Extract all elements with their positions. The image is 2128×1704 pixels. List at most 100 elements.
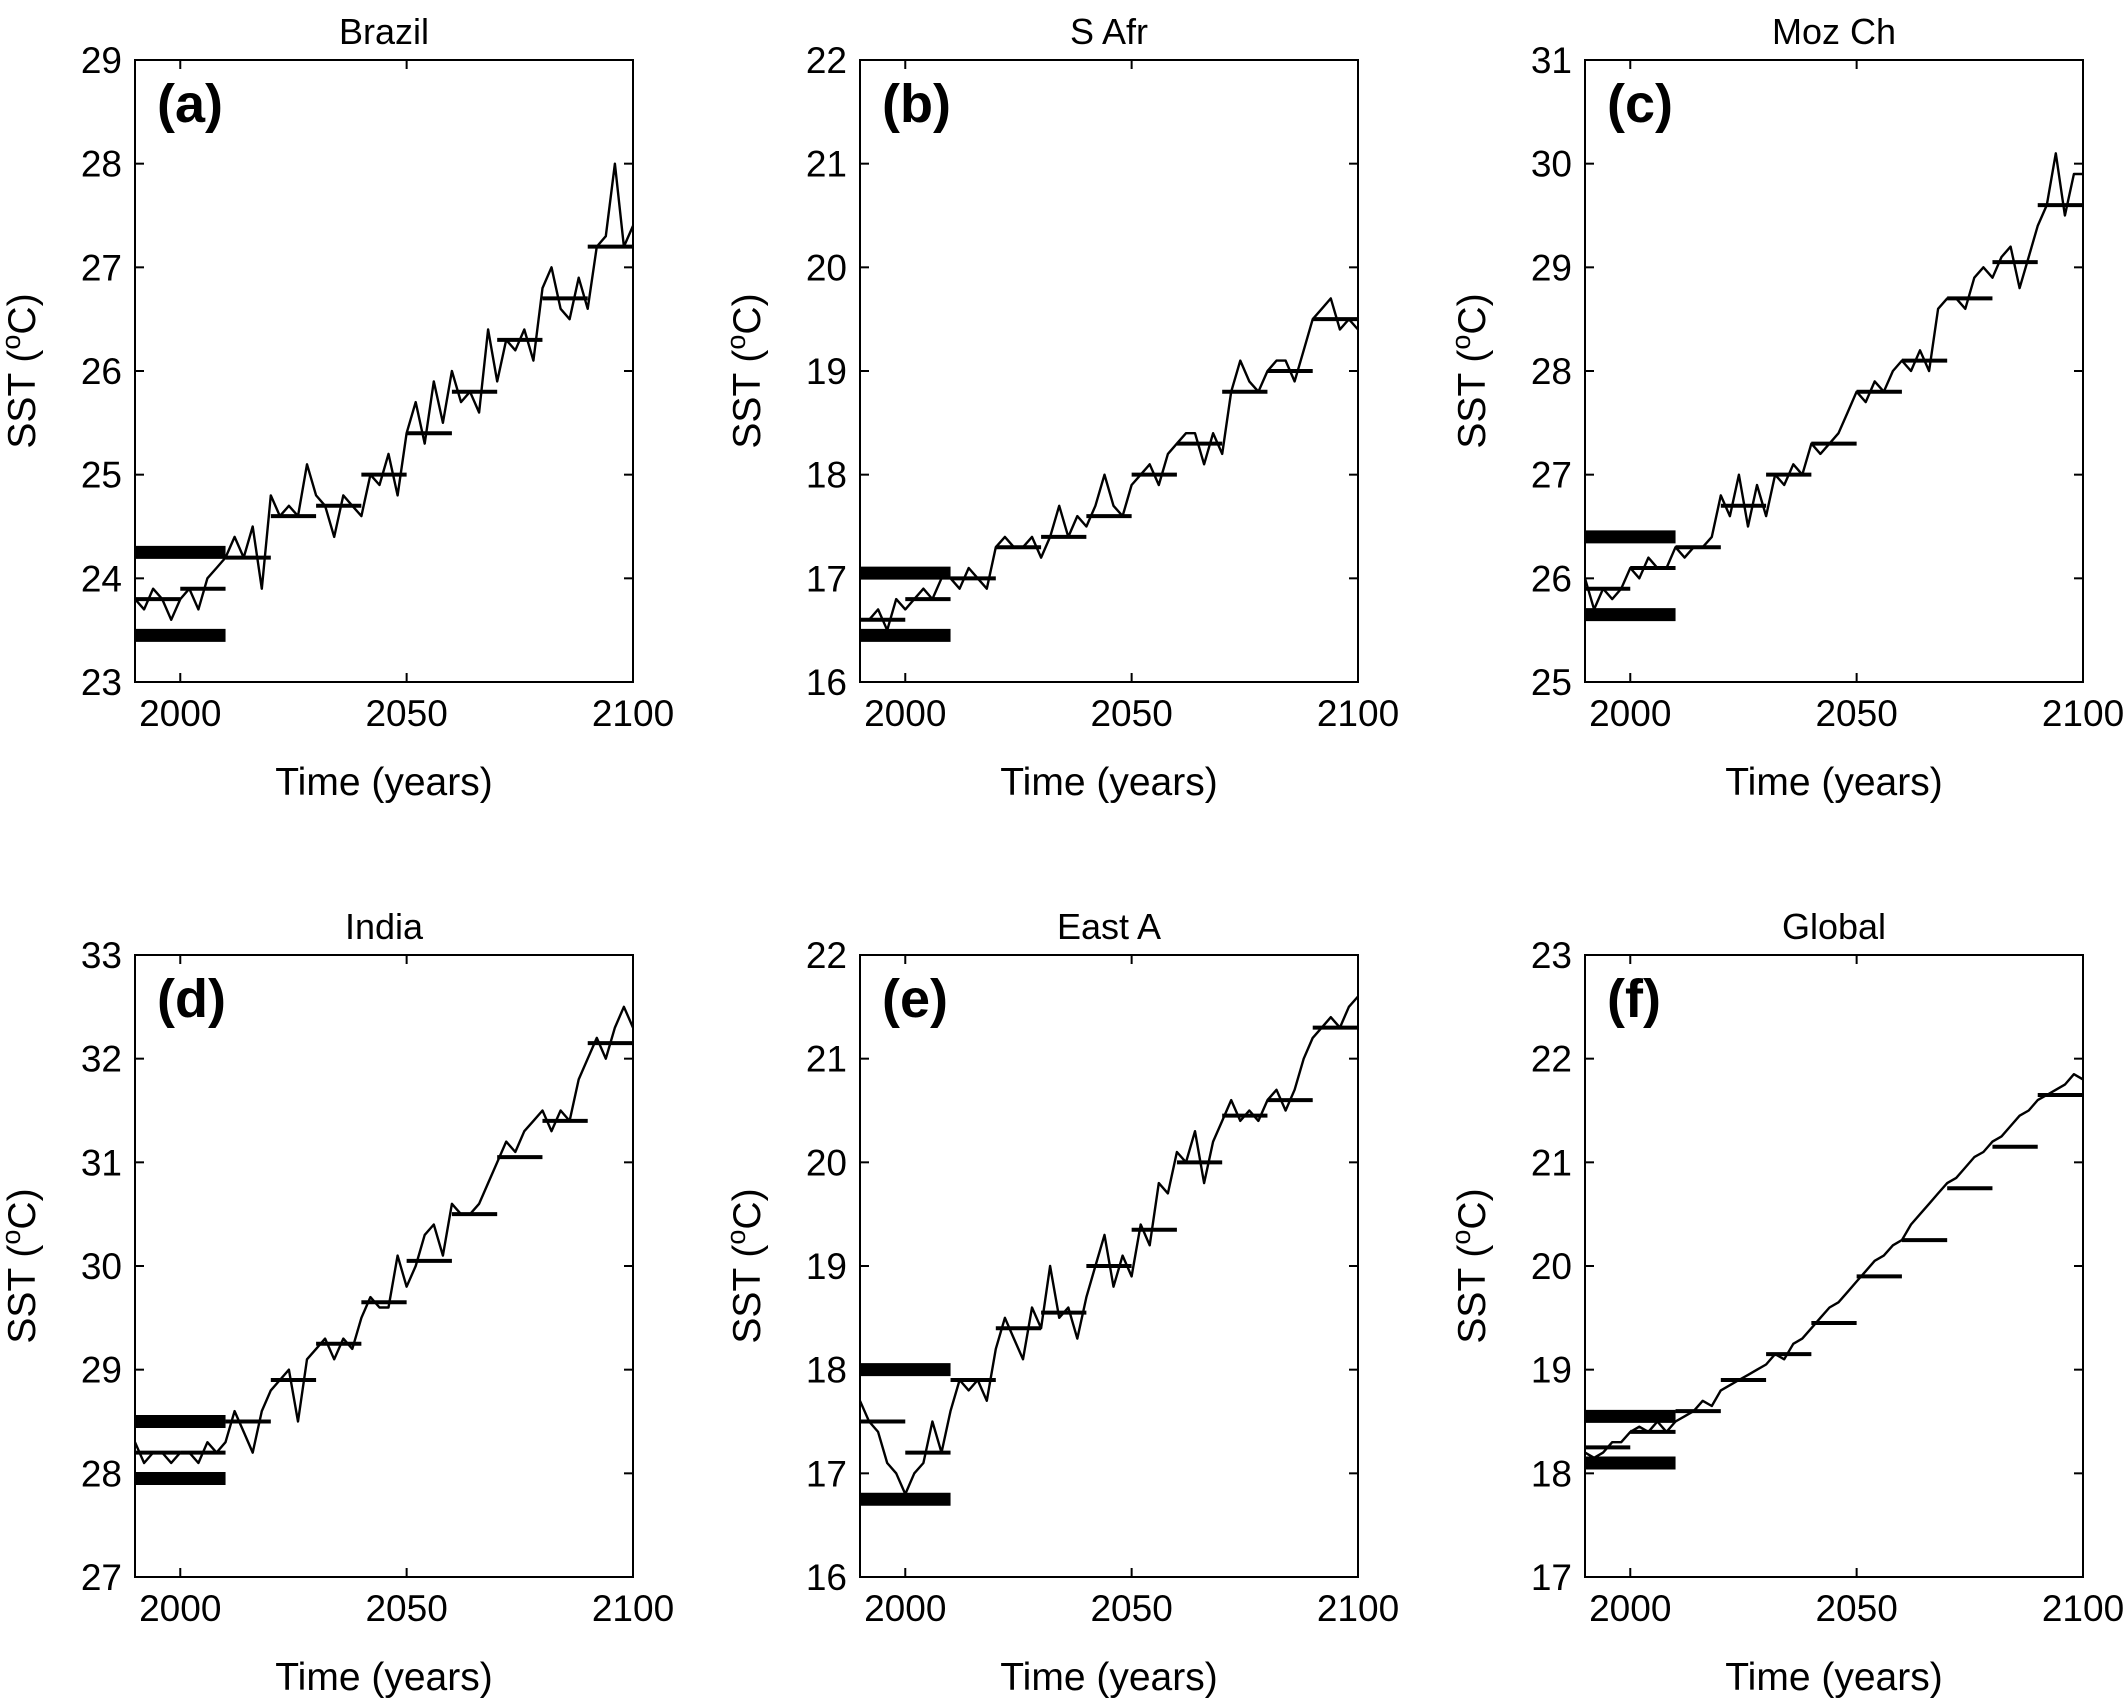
data-point: [1103, 473, 1106, 476]
data-point: [1185, 432, 1187, 435]
x-tick-label: 2100: [2042, 1588, 2124, 1629]
y-tick-label: 25: [1531, 662, 1572, 703]
plot-content: [1585, 152, 2083, 622]
data-point: [904, 608, 907, 611]
x-tick-label: 2100: [592, 693, 674, 734]
data-point: [278, 515, 281, 518]
y-tick-label: 21: [806, 1039, 847, 1080]
data-point: [143, 608, 145, 611]
data-point: [860, 1399, 861, 1402]
data-point: [985, 1399, 988, 1402]
data-point: [306, 463, 308, 466]
data-point: [378, 1306, 381, 1309]
data-point: [288, 504, 290, 507]
data-point: [550, 266, 553, 269]
data-point: [994, 546, 997, 549]
data-point: [1747, 1373, 1749, 1376]
y-tick-label: 19: [806, 1246, 847, 1287]
data-point: [1701, 546, 1704, 549]
data-point: [1774, 473, 1777, 476]
data-point: [523, 1130, 526, 1133]
data-point: [478, 411, 480, 414]
data-point: [1864, 1270, 1867, 1273]
data-point: [1846, 411, 1849, 414]
data-point: [623, 245, 625, 248]
y-axis-label-unit: C): [1, 1188, 44, 1229]
data-point: [1810, 442, 1813, 445]
data-point: [1139, 473, 1142, 476]
data-point: [1882, 1254, 1885, 1257]
data-point: [460, 1213, 462, 1216]
data-point: [913, 598, 916, 600]
data-point: [152, 587, 155, 590]
data-point: [1176, 1151, 1178, 1153]
data-point: [1130, 1275, 1133, 1278]
data-point: [423, 1234, 426, 1236]
data-point: [2027, 256, 2030, 258]
panel-a: Brazil 23 24 25 26 27 28 29 2000 2050 2100 Time (ye…: [0, 11, 674, 804]
data-point: [568, 1119, 571, 1122]
data-point: [396, 494, 399, 497]
data-point: [2009, 1125, 2012, 1127]
data-point: [1248, 380, 1251, 383]
data-point: [1221, 1119, 1224, 1122]
panel-title: Global: [1782, 906, 1886, 947]
y-tick-label: 28: [81, 144, 122, 185]
data-point: [541, 1109, 544, 1112]
data-point: [369, 473, 372, 476]
data-point: [1049, 535, 1052, 538]
data-point: [604, 235, 607, 238]
data-point: [1112, 1285, 1115, 1288]
data-point: [1611, 598, 1614, 600]
data-point: [1973, 1156, 1976, 1159]
y-axis-label: SST (oC): [0, 1188, 44, 1343]
data-point: [2036, 224, 2039, 227]
data-point: [1085, 525, 1088, 528]
data-point: [1013, 546, 1015, 549]
data-point: [297, 515, 299, 518]
data-point: [179, 598, 182, 600]
y-axis-label: SST (oC): [0, 293, 44, 448]
data-point: [1928, 370, 1930, 372]
data-point: [1629, 1430, 1632, 1433]
data-point: [1882, 390, 1885, 393]
data-point: [1112, 504, 1115, 507]
y-tick-label: 17: [1531, 1557, 1572, 1598]
data-point: [1620, 1441, 1623, 1444]
data-point: [1982, 266, 1985, 269]
data-point: [514, 349, 517, 352]
y-axis-label-unit: C): [1451, 1188, 1494, 1229]
data-point: [1257, 390, 1260, 393]
y-tick-label: 19: [1531, 1350, 1572, 1391]
data-point: [1710, 1405, 1713, 1407]
y-axis-label: SST (oC): [721, 1188, 769, 1343]
data-point: [2054, 1088, 2057, 1091]
data-point: [242, 556, 245, 559]
panel-title: Moz Ch: [1772, 11, 1896, 52]
data-point: [224, 1441, 227, 1444]
data-point: [967, 1389, 970, 1392]
data-point: [197, 1462, 200, 1464]
data-point: [1674, 1420, 1677, 1423]
series-line: [135, 1005, 633, 1465]
data-point: [451, 370, 453, 372]
data-point: [1076, 515, 1079, 518]
y-axis-label-text: SST (: [1, 350, 44, 449]
data-point: [1855, 1280, 1858, 1283]
data-point: [505, 339, 508, 341]
data-point: [1067, 535, 1070, 538]
x-tick-label: 2000: [139, 693, 221, 734]
x-axis-label: Time (years): [1000, 761, 1217, 804]
data-point: [496, 1161, 499, 1164]
data-point: [1602, 1451, 1605, 1454]
y-tick-label: 22: [1531, 1039, 1572, 1080]
data-point: [1656, 567, 1659, 569]
data-point: [1302, 1057, 1305, 1060]
data-point: [976, 1379, 979, 1381]
panel-tag: (c): [1607, 74, 1673, 134]
data-point: [1194, 432, 1196, 435]
y-tick-label: 33: [81, 935, 122, 976]
data-point: [1585, 577, 1586, 580]
y-axis-label-unit: C): [1451, 293, 1494, 334]
data-point: [170, 618, 173, 621]
